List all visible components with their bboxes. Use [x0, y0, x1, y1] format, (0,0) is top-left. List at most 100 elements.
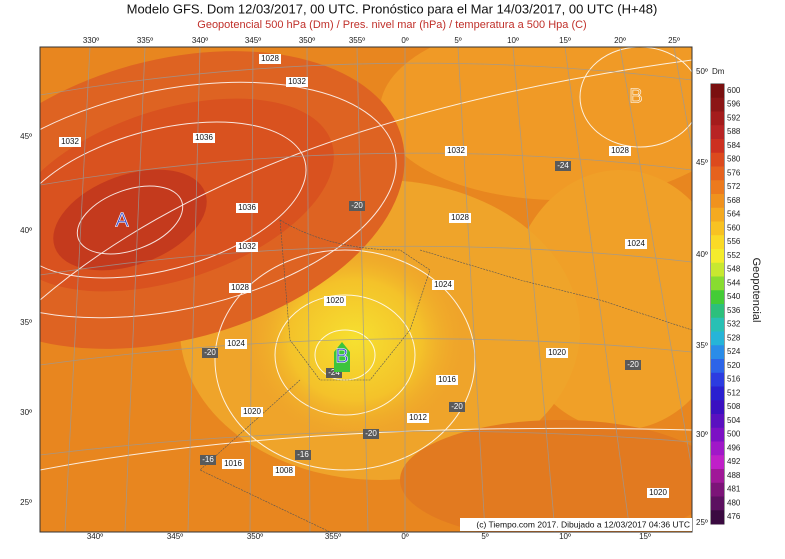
isobar-label: 1020: [548, 348, 566, 357]
temperature-label-box: [295, 450, 311, 460]
colorbar-label: 528: [727, 333, 741, 342]
pressure-center: B: [629, 85, 642, 107]
temperature-label: -20: [365, 429, 377, 438]
top-longitude: 355º: [349, 36, 365, 45]
colorbar-label: 476: [727, 512, 741, 521]
colorbar-label: 500: [727, 430, 741, 439]
colorbar-swatch: [711, 180, 724, 195]
isobar-label: 1012: [409, 413, 427, 422]
colorbar-label: 532: [727, 320, 741, 329]
isobar-label: 1036: [195, 133, 213, 142]
map-background: [40, 47, 692, 532]
isobar-label: 1024: [434, 280, 452, 289]
colorbar-label: 524: [727, 347, 741, 356]
isobar-label: 1016: [224, 459, 242, 468]
temperature-label-box: [202, 348, 218, 358]
isobar-label: 1028: [261, 54, 279, 63]
isobar-label: 1024: [627, 239, 645, 248]
credit-box: [460, 518, 692, 531]
temperature-label-box: [363, 429, 379, 439]
top-longitude: 330º: [83, 36, 99, 45]
isobar-label-box: [236, 242, 258, 252]
colorbar-label: 572: [727, 182, 741, 191]
colorbar-swatch: [711, 386, 724, 401]
isobar-label: 1032: [447, 146, 465, 155]
colorbar-label: 496: [727, 443, 741, 452]
right-latitude: 50º: [696, 67, 708, 76]
colorbar-swatch: [711, 455, 724, 470]
colorbar-label: 504: [727, 416, 741, 425]
top-longitude: 340º: [192, 36, 208, 45]
left-latitude: 40º: [20, 226, 32, 235]
colorbar-swatch: [711, 194, 724, 209]
temperature-label: -16: [202, 455, 214, 464]
isobar-label: 1020: [649, 488, 667, 497]
isobar-label-box: [449, 213, 471, 223]
temperature-label-box: [449, 402, 465, 412]
colorbar-swatch: [711, 496, 724, 511]
colorbar-label: 564: [727, 210, 741, 219]
unit: Dm: [712, 67, 725, 76]
colorbar-swatch: [711, 97, 724, 112]
colorbar-swatch: [711, 249, 724, 264]
top-longitude: 0º: [401, 36, 408, 45]
colorbar-label: 512: [727, 388, 741, 397]
left-latitude: 45º: [20, 132, 32, 141]
temperature-label: -24: [328, 368, 340, 377]
isobar-label-box: [436, 375, 458, 385]
isobar-label-box: [273, 466, 295, 476]
right-latitude: 25º: [696, 518, 708, 527]
colorbar-swatch: [711, 125, 724, 140]
pressure-center: A: [115, 209, 129, 231]
isobar-label-box: [241, 407, 263, 417]
bottom-longitude: 345º: [167, 532, 183, 541]
isobar-label: 1032: [288, 77, 306, 86]
temperature-label-box: [349, 201, 365, 211]
right-latitude: 35º: [696, 341, 708, 350]
isobar-label-box: [259, 54, 281, 64]
credit: (c) Tiempo.com 2017. Dibujado a 12/03/20…: [476, 519, 690, 529]
isobar-label: 1028: [611, 146, 629, 155]
right-latitude: 45º: [696, 158, 708, 167]
left-latitude: 30º: [20, 408, 32, 417]
subtitle: Geopotencial 500 hPa (Dm) / Pres. nivel …: [197, 19, 586, 31]
temperature-label: -20: [451, 402, 463, 411]
colorbar-swatch: [711, 139, 724, 154]
left-latitude: 25º: [20, 498, 32, 507]
top-longitude: 10º: [507, 36, 519, 45]
colorbar-label: 556: [727, 237, 741, 246]
temperature-label: -16: [297, 450, 309, 459]
isobar-label-box: [546, 348, 568, 358]
bottom-longitude: 10º: [559, 532, 571, 541]
isobar-label: 1028: [451, 213, 469, 222]
colorbar-label: 600: [727, 86, 741, 95]
colorbar-swatch: [711, 345, 724, 360]
colorbar-swatch: [711, 304, 724, 319]
colorbar-swatch: [711, 152, 724, 167]
top-longitude: 5º: [454, 36, 461, 45]
colorbar-label: 516: [727, 375, 741, 384]
right-latitude: 40º: [696, 250, 708, 259]
colorbar-swatch: [711, 441, 724, 456]
bottom-longitude: 340º: [87, 532, 103, 541]
isobar-label: 1032: [238, 242, 256, 251]
colorbar-label: 568: [727, 196, 741, 205]
top-longitude: 15º: [559, 36, 571, 45]
colorbar-label: 584: [727, 141, 741, 150]
colorbar-label: 576: [727, 168, 741, 177]
colorbar-swatch: [711, 427, 724, 442]
temperature-label-box: [625, 360, 641, 370]
bottom-longitude: 355º: [325, 532, 341, 541]
top-longitude: 20º: [614, 36, 626, 45]
colorbar-label: 508: [727, 402, 741, 411]
colorbar-swatch: [711, 372, 724, 387]
isobar-label-box: [647, 488, 669, 498]
colorbar-label: 481: [727, 485, 741, 494]
isobar-label-box: [236, 203, 258, 213]
colorbar-swatch: [711, 111, 724, 126]
top-longitude: 25º: [668, 36, 680, 45]
isobar-label: 1036: [238, 203, 256, 212]
bottom-longitude: 5º: [481, 532, 488, 541]
temperature-label-box: [555, 161, 571, 171]
colorbar-swatch: [711, 84, 724, 99]
